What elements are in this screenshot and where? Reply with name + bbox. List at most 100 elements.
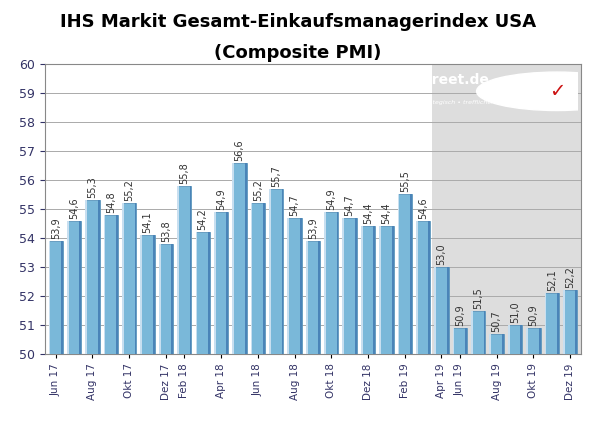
Bar bbox=[563, 290, 578, 354]
Bar bbox=[67, 220, 69, 354]
Text: 53,0: 53,0 bbox=[436, 243, 446, 265]
Bar bbox=[135, 203, 136, 354]
Text: 54,9: 54,9 bbox=[326, 188, 336, 210]
Bar bbox=[434, 267, 436, 354]
Bar bbox=[226, 212, 228, 354]
Text: 53,9: 53,9 bbox=[308, 217, 318, 239]
Circle shape bbox=[477, 72, 596, 110]
Bar bbox=[269, 189, 271, 354]
Bar bbox=[281, 189, 283, 354]
Bar bbox=[208, 232, 210, 354]
Bar bbox=[287, 218, 302, 354]
Text: 52,1: 52,1 bbox=[547, 269, 557, 291]
Text: 54,9: 54,9 bbox=[216, 188, 226, 210]
Bar bbox=[471, 311, 485, 354]
Bar bbox=[361, 227, 362, 354]
Bar bbox=[398, 194, 412, 354]
Bar bbox=[526, 328, 541, 354]
Bar bbox=[508, 325, 510, 354]
Bar bbox=[483, 311, 485, 354]
Text: 54,6: 54,6 bbox=[69, 197, 79, 219]
Text: 51,0: 51,0 bbox=[510, 301, 520, 323]
Bar bbox=[67, 220, 81, 354]
Text: 54,4: 54,4 bbox=[363, 203, 373, 224]
Text: 53,9: 53,9 bbox=[51, 217, 61, 239]
Bar bbox=[177, 186, 191, 354]
Bar bbox=[122, 203, 124, 354]
Bar bbox=[379, 227, 381, 354]
Text: 55,7: 55,7 bbox=[271, 165, 281, 187]
Bar bbox=[159, 244, 160, 354]
Bar bbox=[232, 162, 247, 354]
Bar bbox=[563, 290, 564, 354]
Bar bbox=[48, 241, 50, 354]
Text: unabhängig • strategisch • trefflicher: unabhängig • strategisch • trefflicher bbox=[375, 100, 494, 105]
Bar bbox=[122, 203, 136, 354]
Text: stockstreet.de: stockstreet.de bbox=[375, 73, 489, 87]
Bar bbox=[373, 227, 375, 354]
Bar bbox=[576, 290, 578, 354]
Text: ✓: ✓ bbox=[549, 82, 565, 101]
Bar bbox=[300, 218, 302, 354]
Bar bbox=[269, 189, 283, 354]
Bar bbox=[251, 203, 253, 354]
Bar bbox=[214, 212, 216, 354]
Bar bbox=[447, 267, 449, 354]
Bar bbox=[324, 212, 339, 354]
Bar bbox=[432, 64, 583, 354]
Text: 56,6: 56,6 bbox=[234, 139, 244, 161]
Bar bbox=[453, 328, 467, 354]
Bar bbox=[410, 194, 412, 354]
Bar bbox=[337, 212, 339, 354]
Bar bbox=[48, 241, 63, 354]
Bar bbox=[434, 267, 449, 354]
Text: 54,7: 54,7 bbox=[290, 194, 300, 216]
Bar bbox=[79, 220, 81, 354]
Bar bbox=[104, 215, 118, 354]
Bar bbox=[251, 203, 265, 354]
Bar bbox=[343, 218, 357, 354]
Bar bbox=[318, 241, 320, 354]
Bar bbox=[61, 241, 63, 354]
Bar bbox=[159, 244, 173, 354]
Bar bbox=[195, 232, 197, 354]
Bar bbox=[502, 334, 504, 354]
Text: 54,4: 54,4 bbox=[381, 203, 392, 224]
Text: 54,6: 54,6 bbox=[418, 197, 428, 219]
Bar bbox=[453, 328, 455, 354]
Bar bbox=[245, 162, 247, 354]
Text: 54,7: 54,7 bbox=[344, 194, 355, 216]
Bar bbox=[98, 200, 100, 354]
Bar bbox=[85, 200, 87, 354]
Bar bbox=[379, 227, 393, 354]
Bar bbox=[355, 218, 357, 354]
Bar bbox=[263, 203, 265, 354]
Bar bbox=[190, 186, 191, 354]
Text: 55,2: 55,2 bbox=[253, 179, 263, 201]
Bar bbox=[557, 293, 559, 354]
Bar bbox=[526, 328, 528, 354]
Bar bbox=[520, 325, 522, 354]
Bar bbox=[116, 215, 118, 354]
Bar bbox=[465, 328, 467, 354]
Bar bbox=[171, 244, 173, 354]
Bar bbox=[392, 227, 393, 354]
Text: 55,2: 55,2 bbox=[124, 179, 134, 201]
Bar bbox=[545, 293, 547, 354]
Text: 54,2: 54,2 bbox=[198, 209, 207, 230]
Text: (Composite PMI): (Composite PMI) bbox=[215, 44, 381, 62]
Bar bbox=[141, 235, 142, 354]
Text: 53,8: 53,8 bbox=[161, 220, 171, 242]
Bar bbox=[416, 220, 418, 354]
Bar bbox=[489, 334, 504, 354]
Bar bbox=[361, 227, 375, 354]
Bar bbox=[471, 311, 473, 354]
Bar bbox=[306, 241, 308, 354]
Bar bbox=[416, 220, 430, 354]
Text: 50,9: 50,9 bbox=[528, 304, 538, 326]
Bar bbox=[539, 328, 541, 354]
Bar bbox=[85, 200, 100, 354]
Text: 55,3: 55,3 bbox=[88, 176, 98, 198]
Text: 50,9: 50,9 bbox=[455, 304, 465, 326]
Text: 54,1: 54,1 bbox=[142, 212, 153, 233]
